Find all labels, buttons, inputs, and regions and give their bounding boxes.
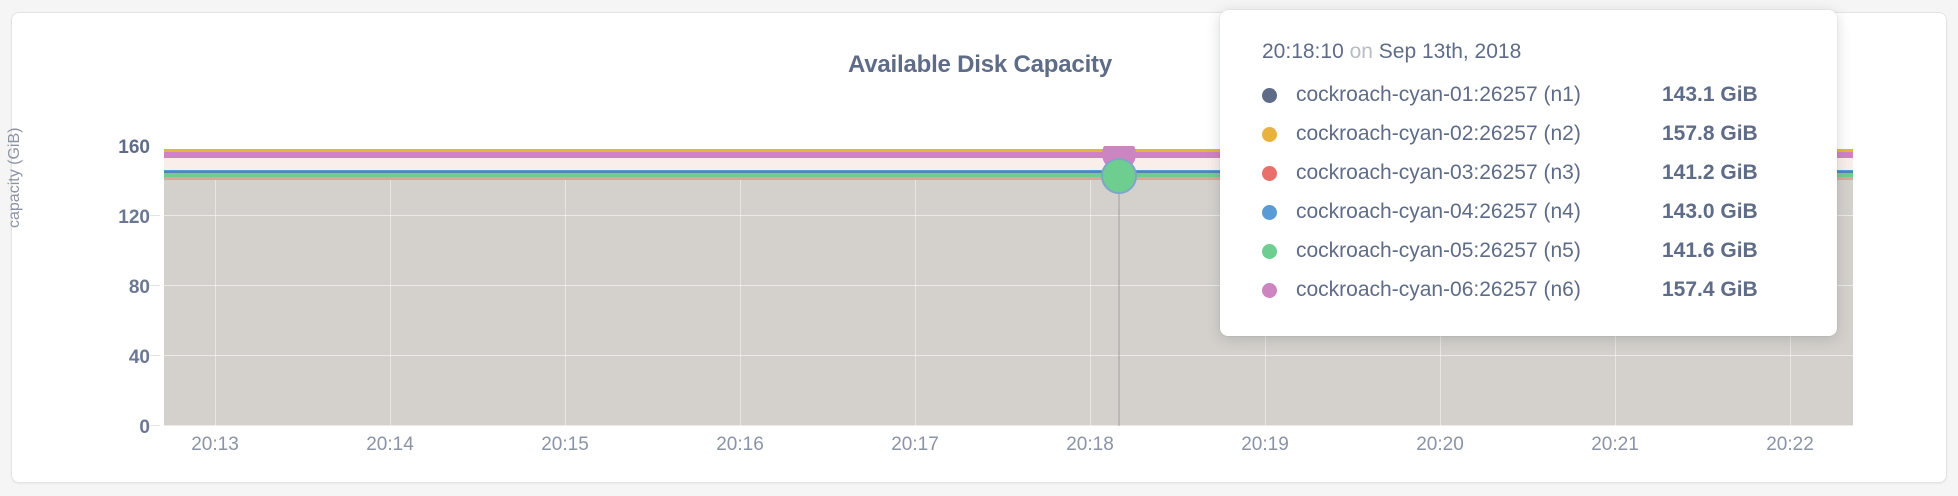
y-axis-label: capacity (GiB) — [6, 127, 23, 228]
tooltip-series-name-n6: cockroach-cyan-06:26257 (n6) — [1296, 278, 1581, 301]
tooltip-row-n2: cockroach-cyan-02:26257 (n2) 157.8 GiB — [1262, 122, 1801, 146]
series-dot-n4-icon — [1262, 204, 1277, 220]
tooltip-row-n3: cockroach-cyan-03:26257 (n3) 141.2 GiB — [1262, 161, 1801, 185]
tooltip-series-name-n4: cockroach-cyan-04:26257 (n4) — [1296, 200, 1581, 223]
gridline-y-0 — [164, 425, 1853, 426]
gridline-y-40 — [164, 355, 1853, 356]
series-dot-n3-icon — [1262, 165, 1277, 181]
y-tick-dash-120 — [150, 215, 160, 216]
series-dot-n1-icon — [1262, 87, 1277, 103]
tooltip-series-value-n4: 143.0 GiB — [1662, 200, 1758, 223]
hover-crosshair — [1118, 146, 1120, 426]
hover-marker-n5 — [1101, 158, 1137, 194]
x-tick-2014: 20:14 — [366, 434, 414, 455]
series-dot-n5-icon — [1262, 243, 1277, 259]
tooltip-series-value-n6: 157.4 GiB — [1662, 278, 1758, 301]
y-tick-dash-0 — [150, 425, 160, 426]
gridline-x-2015 — [565, 146, 566, 426]
hover-tooltip: 20:18:10 on Sep 13th, 2018 cockroach-cya… — [1220, 10, 1837, 336]
y-tick-80: 80 — [128, 277, 150, 298]
y-tick-40: 40 — [128, 347, 150, 368]
x-tick-2018: 20:18 — [1066, 434, 1114, 455]
gridline-x-2016 — [740, 146, 741, 426]
tooltip-series-value-n5: 141.6 GiB — [1662, 239, 1758, 262]
x-tick-2020: 20:20 — [1416, 434, 1464, 455]
series-band-n3 — [164, 177, 1853, 180]
tooltip-row-n4: cockroach-cyan-04:26257 (n4) 143.0 GiB — [1262, 200, 1801, 224]
x-tick-2019: 20:19 — [1241, 434, 1289, 455]
tooltip-row-n5: cockroach-cyan-05:26257 (n5) 141.6 GiB — [1262, 239, 1801, 263]
y-tick-dash-40 — [150, 355, 160, 356]
y-tick-dash-80 — [150, 285, 160, 286]
y-tick-120: 120 — [118, 207, 150, 228]
gridline-x-2017 — [915, 146, 916, 426]
tooltip-date: Sep 13th, 2018 — [1378, 40, 1522, 63]
tooltip-series-value-n1: 143.1 GiB — [1662, 83, 1758, 106]
tooltip-series-value-n2: 157.8 GiB — [1662, 122, 1758, 145]
gridline-y-80 — [164, 285, 1853, 286]
tooltip-series-name-n5: cockroach-cyan-05:26257 (n5) — [1296, 239, 1581, 262]
x-tick-2022: 20:22 — [1766, 434, 1814, 455]
tooltip-row-n1: cockroach-cyan-01:26257 (n1) 143.1 GiB — [1262, 83, 1801, 107]
x-tick-2015: 20:15 — [541, 434, 589, 455]
gridline-y-120 — [164, 215, 1853, 216]
x-tick-2013: 20:13 — [191, 434, 239, 455]
series-dot-n2-icon — [1262, 126, 1277, 142]
series-band-n2 — [164, 149, 1853, 153]
x-tick-2021: 20:21 — [1591, 434, 1639, 455]
page-title: Available Disk Capacity — [848, 51, 1112, 78]
tooltip-series-name-n3: cockroach-cyan-03:26257 (n3) — [1296, 161, 1581, 184]
series-dot-n6-icon — [1262, 282, 1277, 298]
tooltip-on-word: on — [1349, 40, 1373, 63]
gridline-x-2018 — [1090, 146, 1091, 426]
tooltip-timestamp: 20:18:10 on Sep 13th, 2018 — [1262, 40, 1801, 64]
x-tick-2016: 20:16 — [716, 434, 764, 455]
y-tick-160: 160 — [118, 137, 150, 158]
tooltip-row-n6: cockroach-cyan-06:26257 (n6) 157.4 GiB — [1262, 278, 1801, 302]
tooltip-series-name-n1: cockroach-cyan-01:26257 (n1) — [1296, 83, 1581, 106]
gridline-x-2013 — [215, 146, 216, 426]
tooltip-series-name-n2: cockroach-cyan-02:26257 (n2) — [1296, 122, 1581, 145]
tooltip-time: 20:18:10 — [1262, 40, 1344, 63]
series-band-n5 — [164, 173, 1853, 178]
series-band-n6 — [164, 152, 1853, 158]
x-tick-2017: 20:17 — [891, 434, 939, 455]
tooltip-series-value-n3: 141.2 GiB — [1662, 161, 1758, 184]
y-tick-0: 0 — [139, 417, 150, 438]
gridline-x-2014 — [390, 146, 391, 426]
